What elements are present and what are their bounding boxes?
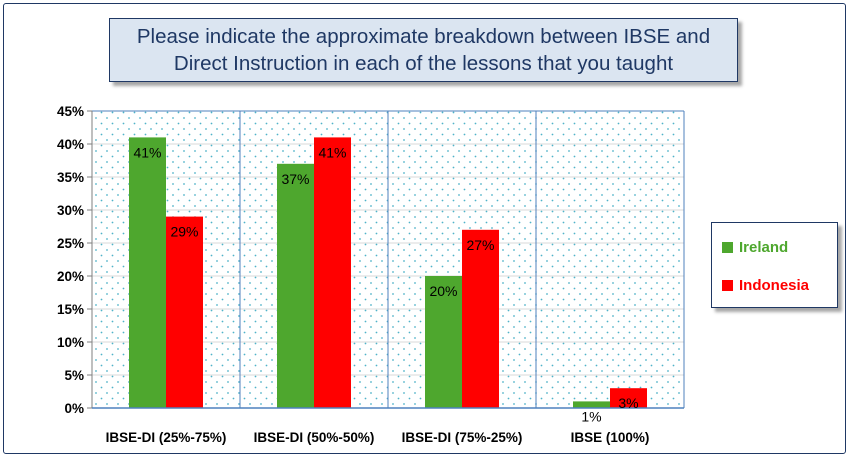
y-tick-label: 35% [57,170,84,185]
chart-legend: Ireland Indonesia [711,222,838,308]
y-tick-label: 25% [57,236,84,251]
y-tick-label: 45% [57,104,84,119]
chart-title: Please indicate the approximate breakdow… [109,18,738,82]
x-tick-label: IBSE-DI (75%-25%) [402,430,523,445]
y-tick-label: 0% [64,401,84,416]
data-label-ireland-3: 20% [429,283,457,299]
bar-indonesia-4 [610,388,647,408]
bar-ireland-1 [129,137,166,408]
y-tick-label: 15% [57,302,84,317]
x-tick-label: IBSE-DI (50%-50%) [254,430,375,445]
legend-swatch-indonesia [722,279,733,291]
bar-indonesia-1 [166,216,203,408]
x-tick-label: IBSE-DI (25%-75%) [106,430,227,445]
legend-swatch-ireland [722,241,733,253]
y-tick-label: 40% [57,137,84,152]
x-tick-label: IBSE (100%) [571,430,650,445]
data-label-indonesia-3: 27% [466,237,494,253]
legend-entry-indonesia: Indonesia [722,275,809,295]
y-tick-label: 10% [57,335,84,350]
bar-ireland-2 [277,163,314,408]
bar-ireland-3 [425,276,462,408]
chart-title-line-2: Direct Instruction in each of the lesson… [173,52,674,75]
data-label-indonesia-4: 3% [618,395,638,411]
legend-entry-ireland: Ireland [722,237,788,257]
data-label-indonesia-2: 41% [318,144,346,160]
data-label-ireland-2: 37% [281,171,309,187]
bar-indonesia-3 [462,229,499,408]
legend-label-ireland: Ireland [739,238,789,256]
y-tick-label: 5% [64,368,84,383]
bar-ireland-4 [573,401,610,408]
y-tick-label: 20% [57,269,84,284]
legend-label-indonesia: Indonesia [739,276,810,294]
data-label-ireland-1: 41% [133,144,161,160]
data-label-ireland-4: 1% [581,408,601,424]
chart-title-line-1: Please indicate the approximate breakdow… [136,25,711,48]
bar-indonesia-2 [314,137,351,408]
y-tick-label: 30% [57,203,84,218]
data-label-indonesia-1: 29% [170,224,198,240]
